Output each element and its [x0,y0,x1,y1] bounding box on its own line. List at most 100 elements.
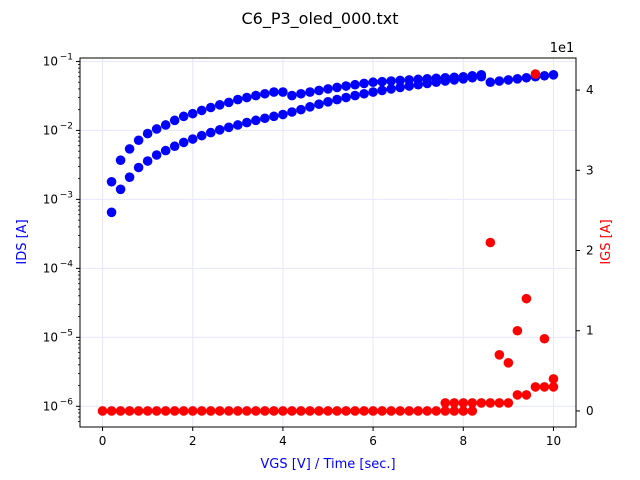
y-left-tick-label: 10 [43,399,58,413]
ids-point [142,156,153,166]
ids-point [539,70,550,81]
ids-point [314,99,324,109]
ids-point [296,88,306,99]
y-axis-label-left: IDS [A] [15,219,30,264]
ids-point [278,87,288,97]
igs-point [440,398,451,408]
igs-point [431,406,442,416]
igs-point [187,406,198,416]
ids-point [224,97,234,108]
ids-point [214,100,225,110]
igs-point [422,406,433,416]
ids-point [350,90,360,101]
y-axis-label-right: IGS [A] [599,219,614,264]
ids-point [458,71,469,82]
igs-point [278,406,288,416]
ids-point [305,102,315,112]
y-left-tick-exponent: −4 [60,259,74,269]
igs-point [133,406,144,416]
ids-point [521,72,532,83]
ids-point [196,130,207,141]
ids-point [251,115,261,126]
igs-point [530,69,541,79]
ids-point [115,184,126,195]
igs-point [151,406,162,416]
x-axis-label: VGS [V] / Time [sec.] [260,457,395,472]
igs-point [539,382,550,392]
ids-point [440,72,451,83]
ids-point [233,94,243,105]
igs-point [539,333,550,344]
ids-point [169,141,180,152]
ids-point [332,82,342,93]
ids-point [124,144,135,154]
igs-point [494,398,505,408]
igs-point [467,398,478,408]
ids-point [485,77,496,88]
ids-point [160,120,171,130]
igs-point [205,406,216,416]
x-tick-label: 8 [459,434,467,448]
y-left-tick-label: 10 [43,123,58,137]
ids-point [476,70,487,80]
igs-point [305,406,315,416]
igs-point [332,406,342,416]
ids-point [205,102,216,113]
x-tick-label: 2 [189,434,197,448]
ids-point [142,128,153,139]
igs-point [251,406,261,416]
igs-point [196,406,207,416]
ids-point [377,76,387,87]
igs-point [503,398,514,408]
ids-point [296,104,306,115]
y-right-tick-label: 3 [586,163,594,177]
igs-point [350,406,360,416]
y-left-tick-label: 10 [43,54,58,68]
chart-title: C6_P3_oled_000.txt [241,9,398,29]
ids-point [214,125,225,135]
igs-point [476,398,487,408]
igs-point [178,406,189,416]
ids-point [233,120,243,130]
ids-point [368,87,378,97]
y-left-tick-label: 10 [43,330,58,344]
ids-point [242,92,252,103]
igs-point [503,358,514,368]
ids-point [422,74,433,84]
igs-point [377,406,387,416]
ids-point [395,82,405,93]
igs-point [296,406,306,416]
igs-point [224,406,234,416]
igs-point [440,406,451,416]
ids-point [133,162,144,173]
igs-point [106,406,117,416]
ids-point [332,94,342,105]
ids-point [260,113,270,124]
y-left-tick-exponent: −6 [60,397,74,407]
igs-point [142,406,153,416]
igs-point [386,406,396,416]
ids-point [187,134,198,144]
grid-layer [80,58,576,427]
ids-point [160,145,171,156]
igs-point [413,406,423,416]
ids-point [395,75,405,86]
data-layer [97,69,559,416]
y-right-tick-label: 1 [586,324,594,338]
igs-point [458,398,469,408]
ids-point [196,105,207,116]
ids-point [133,135,144,146]
igs-point [404,406,414,416]
ids-point [187,108,198,119]
right-axis-multiplier: 1e1 [550,41,575,56]
y-left-tick-exponent: −5 [60,328,73,338]
igs-point [287,406,297,416]
ids-point [178,137,189,148]
igs-point [458,406,469,416]
ids-point [305,87,315,97]
ids-point [224,122,234,133]
y-right-tick-label: 0 [586,404,594,418]
ids-point [350,79,360,90]
ids-point [106,176,117,187]
